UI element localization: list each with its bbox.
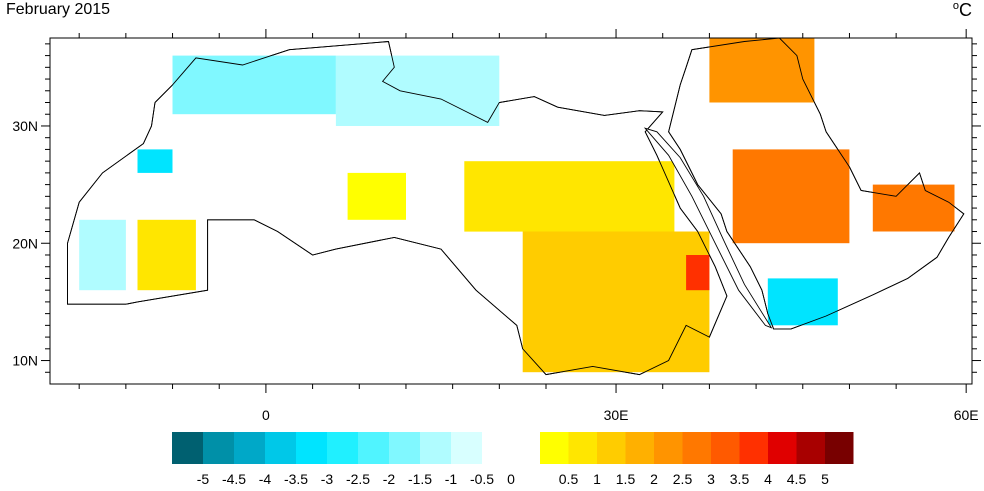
lon-tick-label: 0 xyxy=(262,407,270,423)
anomaly-eritrea-hot xyxy=(686,255,710,291)
colorbar-label: 4 xyxy=(764,471,772,486)
arabia-outline xyxy=(668,38,965,330)
lat-tick-label: 20N xyxy=(12,235,38,251)
colorbar-swatch-neg xyxy=(389,432,420,464)
colorbar-swatch-neg xyxy=(420,432,451,464)
anomaly-yemen-cold xyxy=(767,278,838,326)
colorbar-swatch-pos xyxy=(597,432,626,464)
colorbar-swatch-pos xyxy=(654,432,683,464)
unit-label: oC xyxy=(953,0,972,21)
colorbar-swatch-neg xyxy=(234,432,265,464)
lat-tick-label: 10N xyxy=(12,353,38,369)
colorbar-label: -2 xyxy=(383,471,396,486)
colorbar-swatch-pos xyxy=(568,432,597,464)
colorbar-label: 2.5 xyxy=(673,471,693,486)
colorbar-label: 5 xyxy=(821,471,829,486)
colorbar-swatch-pos xyxy=(625,432,654,464)
tick-layer: 0 30E 60E 10N 20N 30N xyxy=(12,29,981,423)
colorbar-swatch-neg xyxy=(203,432,234,464)
colorbar-label: 1 xyxy=(593,471,601,486)
colorbar-swatch-neg xyxy=(296,432,327,464)
north-africa-outline xyxy=(67,41,728,376)
anomaly-sudan-warm xyxy=(522,231,710,373)
colorbar-swatch-zero xyxy=(482,432,540,464)
red-sea xyxy=(643,127,773,329)
colorbar-label: 3.5 xyxy=(730,471,750,486)
colorbar-label: 3 xyxy=(707,471,715,486)
colorbar-label: 2 xyxy=(650,471,658,486)
anomaly-saudi-hot xyxy=(732,149,850,244)
colorbar-label: -3 xyxy=(321,471,334,486)
unit-letter: C xyxy=(959,0,972,20)
colorbar-label: -5 xyxy=(197,471,210,486)
colorbar-swatch-pos xyxy=(796,432,825,464)
colorbar-swatch-neg xyxy=(327,432,358,464)
anomaly-algeria-warm xyxy=(347,172,406,220)
colorbar-swatch-pos xyxy=(825,432,854,464)
colorbar-label: -3.5 xyxy=(284,471,308,486)
degree-symbol: o xyxy=(952,0,959,12)
colorbar-swatch-pos xyxy=(739,432,768,464)
lat-tick-label: 30N xyxy=(12,118,38,134)
colorbar-swatch-pos xyxy=(711,432,740,464)
colorbar-swatch-neg xyxy=(172,432,203,464)
lon-tick-label: 30E xyxy=(604,407,629,423)
map-title: February 2015 xyxy=(6,1,111,18)
colorbar-label: 4.5 xyxy=(787,471,807,486)
border-layer xyxy=(67,38,965,376)
anomaly-mauritania-cool xyxy=(79,219,126,291)
colorbar: -5 -4.5 -4 -3.5 -3 -2.5 -2 -1.5 -1 -0.5 0 0.5 1 1.5 2 2… xyxy=(172,432,854,487)
anomaly-oman-uae-warm xyxy=(872,184,955,232)
colorbar-label: -2.5 xyxy=(346,471,370,486)
colorbar-swatch-neg xyxy=(265,432,296,464)
colorbar-swatch-neg xyxy=(451,432,482,464)
colorbar-label: -4 xyxy=(259,471,272,486)
colorbar-swatch-neg xyxy=(358,432,389,464)
anomaly-mauritania-warm xyxy=(137,219,196,291)
colorbar-swatch-pos xyxy=(540,432,569,464)
colorbar-label: -1 xyxy=(445,471,458,486)
plot-frame xyxy=(49,37,973,385)
lon-tick-label: 60E xyxy=(954,407,979,423)
colorbar-label: -1.5 xyxy=(408,471,432,486)
colorbar-label: 0.5 xyxy=(559,471,579,486)
colorbar-swatch-pos xyxy=(768,432,797,464)
colorbar-label: 1.5 xyxy=(616,471,636,486)
colorbar-label: 0 xyxy=(507,471,515,486)
anomaly-libya-egypt-warm xyxy=(464,161,675,232)
anomaly-iraq-warm xyxy=(709,38,815,103)
colorbar-swatch-pos xyxy=(682,432,711,464)
anomaly-west-sahara-cold xyxy=(137,149,173,173)
colorbar-label: -0.5 xyxy=(470,471,494,486)
colorbar-label: -4.5 xyxy=(222,471,246,486)
anomaly-morocco-algeria-north xyxy=(172,55,336,115)
